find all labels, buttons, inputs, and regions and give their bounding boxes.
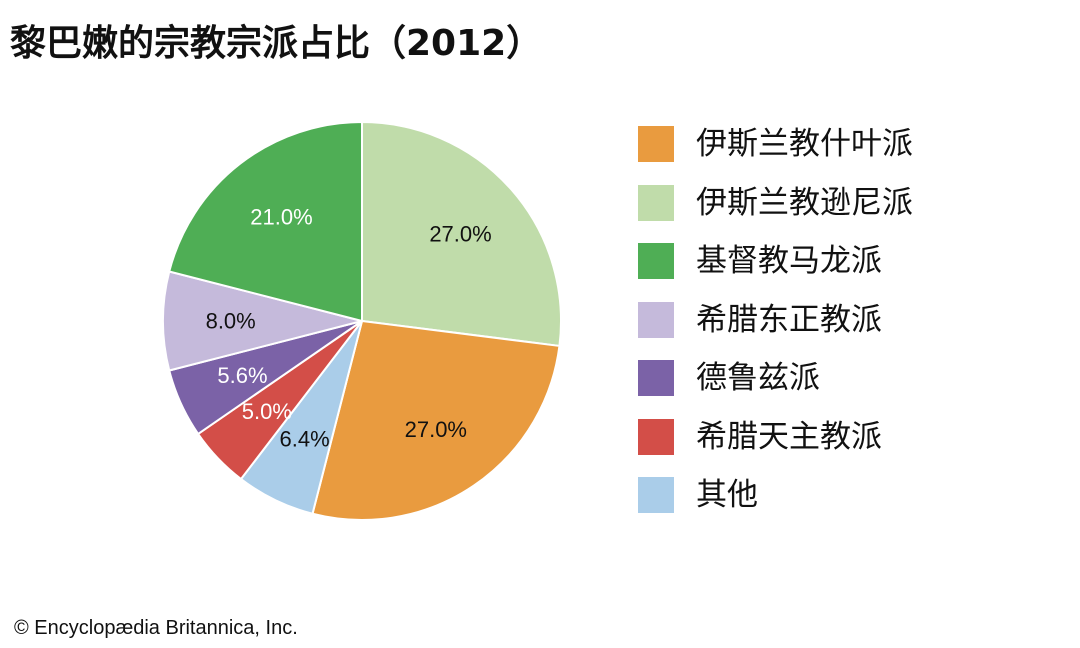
slice-label-1: 27.0% — [405, 417, 467, 442]
legend-item-2: 基督教马龙派 — [638, 241, 913, 281]
legend-item-4: 德鲁兹派 — [638, 358, 913, 398]
slice-6 — [168, 121, 363, 322]
slice-label-6: 21.0% — [250, 205, 312, 230]
legend-swatch-3 — [638, 301, 674, 338]
legend-label-5: 希腊天主教派 — [696, 418, 882, 455]
legend-label-6: 其他 — [696, 477, 758, 513]
slice-label-2: 6.4% — [280, 427, 330, 452]
legend-label-0: 伊斯兰教什叶派 — [696, 126, 913, 162]
legend-swatch-1 — [638, 184, 674, 221]
legend-swatch-5 — [638, 418, 674, 455]
slice-0 — [361, 121, 562, 347]
slice-5 — [162, 270, 363, 372]
legend-label-3: 希腊东正教派 — [696, 301, 882, 338]
legend-item-1: 伊斯兰教逊尼派 — [638, 183, 913, 223]
legend-swatch-4 — [638, 360, 674, 396]
chart-title: 黎巴嫩的宗教宗派占比（2012） — [10, 23, 543, 64]
slice-label-0: 27.0% — [429, 222, 491, 247]
legend-swatch-6 — [638, 477, 674, 513]
legend-swatch-2 — [638, 243, 674, 279]
legend-item-6: 其他 — [638, 475, 913, 515]
legend-label-4: 德鲁兹派 — [696, 360, 820, 396]
slice-label-3: 5.0% — [242, 399, 292, 424]
legend-item-3: 希腊东正教派 — [638, 300, 913, 340]
copyright-credit: © Encyclopædia Britannica, Inc. — [14, 617, 298, 639]
legend-item-5: 希腊天主教派 — [638, 417, 913, 457]
legend: 伊斯兰教什叶派 伊斯兰教逊尼派 基督教马龙派 希腊东正教派 德鲁兹派希腊天主教派 其他 — [638, 124, 913, 534]
slice-1 — [311, 320, 561, 521]
legend-item-0: 伊斯兰教什叶派 — [638, 124, 913, 164]
legend-label-1: 伊斯兰教逊尼派 — [696, 184, 913, 221]
legend-label-2: 基督教马龙派 — [696, 243, 882, 279]
legend-swatch-0 — [638, 126, 674, 162]
slice-label-5: 8.0% — [206, 309, 256, 334]
slice-label-4: 5.6% — [217, 363, 267, 388]
